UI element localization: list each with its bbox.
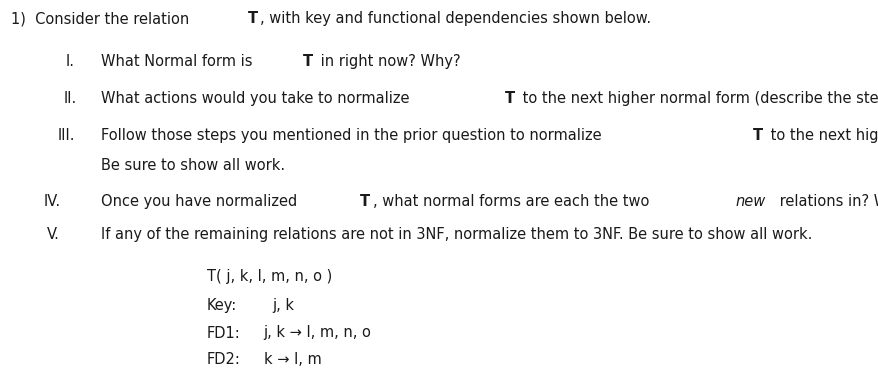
Text: T: T: [247, 11, 257, 26]
Text: to the next higher normal form.: to the next higher normal form.: [766, 128, 878, 143]
Text: , what normal forms are each the two: , what normal forms are each the two: [373, 194, 653, 209]
Text: Follow those steps you mentioned in the prior question to normalize: Follow those steps you mentioned in the …: [101, 128, 606, 143]
Text: j, k → l, m, n, o: j, k → l, m, n, o: [263, 326, 371, 340]
Text: T: T: [752, 128, 762, 143]
Text: Be sure to show all work.: Be sure to show all work.: [101, 158, 284, 173]
Text: II.: II.: [63, 91, 76, 106]
Text: V.: V.: [47, 227, 60, 242]
Text: T( j, k, l, m, n, o ): T( j, k, l, m, n, o ): [206, 269, 331, 283]
Text: What Normal form is: What Normal form is: [101, 54, 257, 69]
Text: I.: I.: [66, 54, 75, 69]
Text: If any of the remaining relations are not in 3NF, normalize them to 3NF. Be sure: If any of the remaining relations are no…: [101, 227, 811, 242]
Text: relations in? Why?: relations in? Why?: [774, 194, 878, 209]
Text: j, k: j, k: [272, 298, 294, 312]
Text: T: T: [302, 54, 313, 69]
Text: IV.: IV.: [44, 194, 61, 209]
Text: FD1:: FD1:: [206, 326, 240, 340]
Text: What actions would you take to normalize: What actions would you take to normalize: [101, 91, 414, 106]
Text: k → l, m: k → l, m: [263, 352, 321, 366]
Text: 1)  Consider the relation: 1) Consider the relation: [11, 11, 194, 26]
Text: in right now? Why?: in right now? Why?: [315, 54, 460, 69]
Text: T: T: [505, 91, 515, 106]
Text: , with key and functional dependencies shown below.: , with key and functional dependencies s…: [260, 11, 651, 26]
Text: FD2:: FD2:: [206, 352, 241, 366]
Text: new: new: [735, 194, 766, 209]
Text: T: T: [360, 194, 370, 209]
Text: Key:: Key:: [206, 298, 236, 312]
Text: III.: III.: [58, 128, 76, 143]
Text: Once you have normalized: Once you have normalized: [101, 194, 302, 209]
Text: to the next higher normal form (describe the steps)?: to the next higher normal form (describe…: [518, 91, 878, 106]
